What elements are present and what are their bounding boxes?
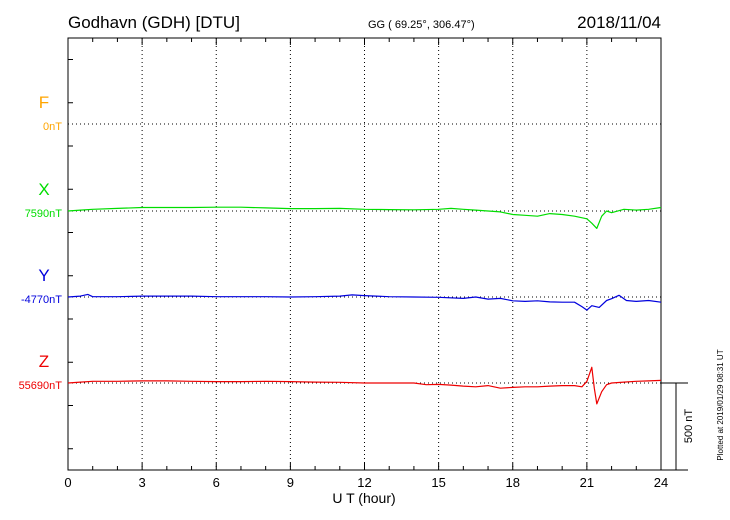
x-tick-label: 12 [357,475,371,490]
scale-bar-label: 500 nT [683,409,695,444]
x-tick-label: 15 [431,475,445,490]
series-line-y [67,293,662,311]
x-tick-label: 0 [64,475,71,490]
series-name-y: Y [38,266,49,285]
x-tick-labels: 0 3 6 9 12 15 18 21 24 [64,475,668,490]
axis-ticks [67,38,662,470]
series-name-f: F [39,93,49,112]
series-name-x: X [38,180,49,199]
plot-credit: Plotted at 2019/01/29 08:31 UT [716,349,725,460]
x-tick-label: 21 [580,475,594,490]
vertical-gridlines [141,38,588,470]
x-axis-label: U T (hour) [332,490,395,506]
x-tick-label: 6 [213,475,220,490]
plot-date: 2018/11/04 [577,13,661,32]
x-tick-label: 9 [287,475,294,490]
x-tick-label: 3 [139,475,146,490]
scale-bar: 500 nT [661,382,695,471]
series-traces [67,206,662,405]
x-tick-label: 24 [654,475,668,490]
series-baseline-y: -4770nT [21,294,62,306]
station-title: Godhavn (GDH) [DTU] [68,13,240,32]
station-coordinates: GG ( 69.25°, 306.47°) [368,19,475,31]
series-baseline-x: 7590nT [25,208,63,220]
x-tick-label: 18 [506,475,520,490]
series-baseline-f: 0nT [43,121,62,133]
series-line-x [67,206,662,229]
series-labels: F 0nT X 7590nT Y -4770nT Z 55690nT [19,93,63,392]
series-baseline-z: 55690nT [19,380,63,392]
series-name-z: Z [39,352,49,371]
series-line-z [67,366,662,405]
